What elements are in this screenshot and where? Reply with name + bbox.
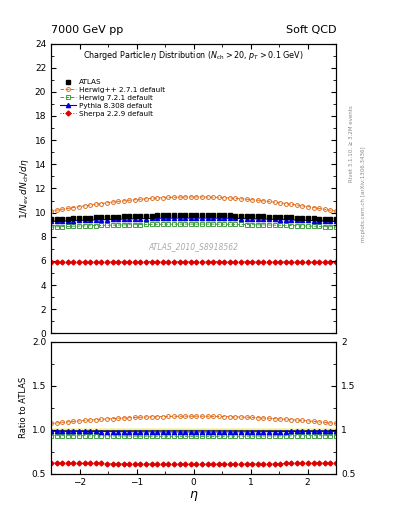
Y-axis label: $1/N_\mathrm{ev}\,dN_\mathrm{ch}/d\eta$: $1/N_\mathrm{ev}\,dN_\mathrm{ch}/d\eta$ xyxy=(18,158,31,219)
Text: Rivet 3.1.10, ≥ 3.2M events: Rivet 3.1.10, ≥ 3.2M events xyxy=(349,105,354,182)
X-axis label: $\eta$: $\eta$ xyxy=(189,489,198,503)
Text: 7000 GeV pp: 7000 GeV pp xyxy=(51,25,123,35)
Text: Charged Particle$\,\eta$ Distribution ($N_\mathrm{ch}>20,\,p_T>0.1$ GeV): Charged Particle$\,\eta$ Distribution ($… xyxy=(83,49,304,62)
Legend: ATLAS, Herwig++ 2.7.1 default, Herwig 7.2.1 default, Pythia 8.308 default, Sherp: ATLAS, Herwig++ 2.7.1 default, Herwig 7.… xyxy=(61,79,165,117)
Text: ATLAS_2010_S8918562: ATLAS_2010_S8918562 xyxy=(149,242,239,251)
Text: Soft QCD: Soft QCD xyxy=(286,25,336,35)
Text: mcplots.cern.ch [arXiv:1306.3436]: mcplots.cern.ch [arXiv:1306.3436] xyxy=(361,147,366,242)
Y-axis label: Ratio to ATLAS: Ratio to ATLAS xyxy=(19,377,28,438)
